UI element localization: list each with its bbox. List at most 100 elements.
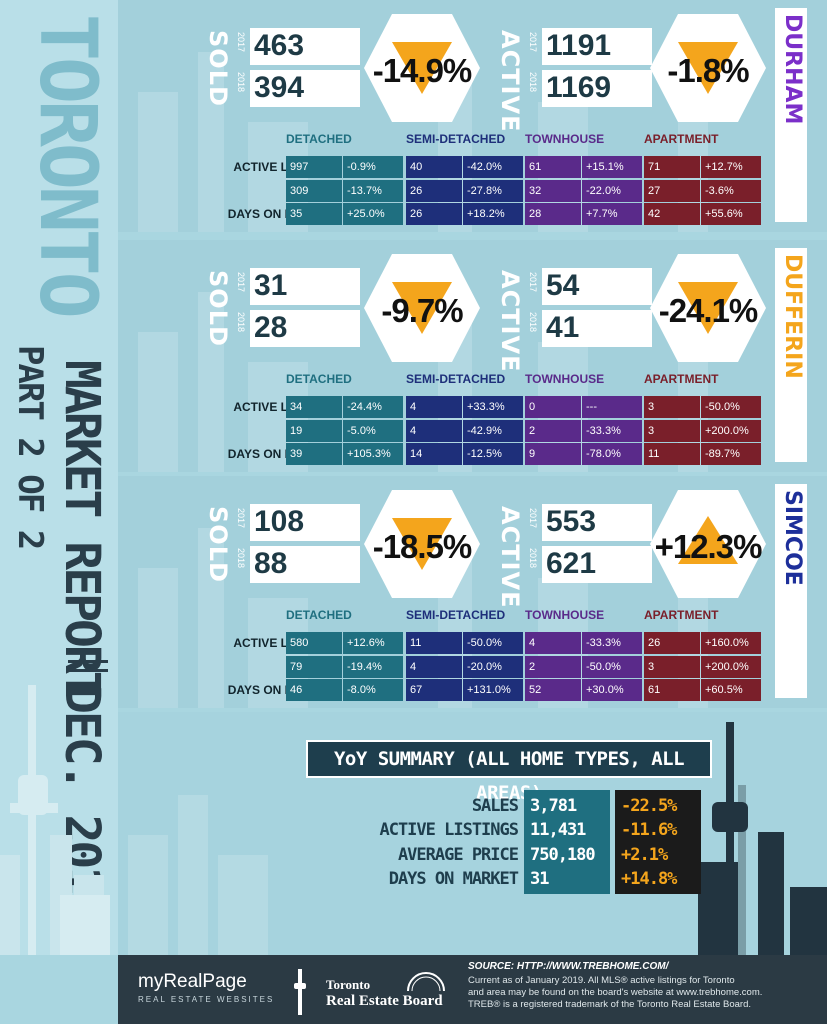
summary-value-days-on-market: 31 (530, 869, 550, 889)
banner-title: MARKET REPORT (54, 360, 110, 697)
sold-change-arrow (392, 42, 452, 94)
year-prev-label: 2017 (528, 32, 538, 53)
table-cell-value: 11 (644, 443, 700, 465)
column-header: DETACHED (286, 608, 352, 622)
skyline-illustration (128, 785, 746, 955)
cn-tower-illustration (0, 685, 110, 955)
brand-tagline: REAL ESTATE WEBSITES (138, 995, 275, 1004)
region-name: DUFFERIN (780, 254, 805, 379)
column-header: APARTMENT (644, 372, 719, 386)
active-label: ACTIVE (496, 30, 524, 133)
table-cell-value: 52 (525, 679, 581, 701)
sold-change-percent: -14.9% (372, 52, 473, 89)
footer-note: TREB® is a registered trademark of the T… (468, 999, 751, 1010)
sold-label: SOLD (204, 30, 232, 107)
sold-change-percent: -9.7% (381, 292, 463, 329)
table-cell-change: -33.3% (582, 420, 642, 442)
table-cell-value: 28 (525, 203, 581, 225)
sold-change-hexagon: -18.5% (362, 486, 482, 606)
table-cell-value: 4 (525, 632, 581, 654)
active-label: ACTIVE (496, 506, 524, 609)
table-cell-value: 4 (406, 656, 462, 678)
year-prev-label: 2017 (528, 272, 538, 293)
table-cell-value: 46 (286, 679, 342, 701)
table-cell-value: 3 (644, 656, 700, 678)
year-curr-label: 2018 (528, 548, 538, 569)
table-cell-value: 67 (406, 679, 462, 701)
table-cell-change: +55.6% (701, 203, 761, 225)
banner-city: TORONTO (22, 14, 112, 315)
sold-label: SOLD (204, 506, 232, 583)
table-cell-value: 14 (406, 443, 462, 465)
sold-change-hexagon: -9.7% (362, 250, 482, 370)
table-cell-value: 0 (525, 396, 581, 418)
year-prev-label: 2017 (236, 32, 246, 53)
table-cell-value: 11 (406, 632, 462, 654)
banner-part: PART 2 OF 2 (10, 345, 50, 549)
active-change-percent: +12.3% (654, 528, 763, 565)
table-cell-change: -33.3% (582, 632, 642, 654)
skyline-illustration (138, 52, 708, 232)
yoy-summary: YoY SUMMARY (ALL HOME TYPES, ALL AREAS) … (118, 712, 827, 955)
brand-logo-text[interactable]: myRealPage (138, 971, 247, 992)
table-cell-value: 27 (644, 180, 700, 202)
summary-values: 3,781 11,431 750,180 31 (524, 790, 610, 894)
active-change-hexagon: +12.3% (648, 486, 768, 606)
summary-label-average-price: AVERAGE PRICE (397, 845, 519, 865)
table-cell-value: 39 (286, 443, 342, 465)
table-cell-change: +200.0% (701, 420, 761, 442)
sold-2017-value: 108 (254, 505, 305, 538)
footer: myRealPage REAL ESTATE WEBSITES Toronto … (118, 955, 827, 1024)
active-2017-value: 553 (546, 505, 597, 538)
table-cell-change: +200.0% (701, 656, 761, 678)
table-cell-change: +160.0% (701, 632, 761, 654)
table-cell-value: 4 (406, 396, 462, 418)
year-curr-label: 2018 (528, 72, 538, 93)
table-cell-value: 26 (644, 632, 700, 654)
table-cell-change: +30.0% (582, 679, 642, 701)
sold-label: SOLD (204, 270, 232, 347)
year-curr-label: 2018 (236, 72, 246, 93)
column-header: SEMI-DETACHED (406, 132, 506, 146)
active-change-hexagon: -1.8% (648, 10, 768, 130)
table-cell-value: 71 (644, 156, 700, 178)
sold-2017-value: 463 (254, 29, 305, 62)
table-cell-value: 580 (286, 632, 342, 654)
table-cell-change: --- (582, 396, 642, 418)
column-header: DETACHED (286, 132, 352, 146)
summary-label-sales: SALES (471, 796, 519, 816)
table-cell-change: +131.0% (463, 679, 523, 701)
active-2018-value: 621 (546, 547, 597, 580)
table-cell-change: +33.3% (463, 396, 523, 418)
column-header: SEMI-DETACHED (406, 608, 506, 622)
table-cell-value: 2 (525, 420, 581, 442)
active-2017-value: 1191 (546, 29, 612, 62)
cn-tower-dark-illustration (698, 722, 827, 955)
active-2018-value: 41 (546, 311, 580, 344)
sold-2018-value: 394 (254, 71, 305, 104)
year-prev-label: 2017 (528, 508, 538, 529)
active-2017-value: 54 (546, 269, 580, 302)
table-cell-change: -19.4% (343, 656, 403, 678)
column-header: APARTMENT (644, 608, 719, 622)
table-cell-value: 40 (406, 156, 462, 178)
table-cell-value: 3 (644, 420, 700, 442)
active-2018-value: 1169 (546, 71, 612, 104)
summary-value-sales: 3,781 (530, 796, 577, 816)
table-cell-value: 35 (286, 203, 342, 225)
source-link[interactable]: SOURCE: HTTP://WWW.TREBHOME.COM/ (468, 961, 669, 972)
table-cell-value: 19 (286, 420, 342, 442)
region-name-tab: DURHAM (775, 8, 807, 222)
active-change-percent: -1.8% (667, 52, 749, 89)
table-cell-change: +12.7% (701, 156, 761, 178)
table-cell-change: +18.2% (463, 203, 523, 225)
year-prev-label: 2017 (236, 272, 246, 293)
table-cell-change: +12.6% (343, 632, 403, 654)
treb-name-line1: Toronto (326, 977, 371, 992)
table-cell-change: -50.0% (463, 632, 523, 654)
column-header: TOWNHOUSE (525, 372, 605, 386)
summary-label-days-on-market: DAYS ON MARKET (388, 869, 519, 889)
sold-2018-value: 88 (254, 547, 288, 580)
column-header: SEMI-DETACHED (406, 372, 506, 386)
table-cell-change: -42.9% (463, 420, 523, 442)
